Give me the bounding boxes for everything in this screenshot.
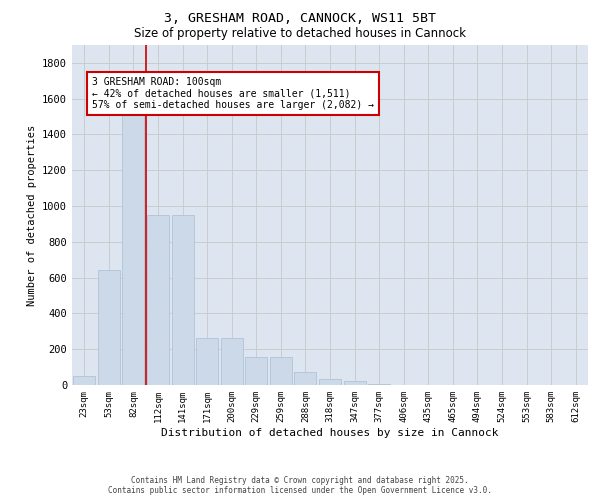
Bar xyxy=(221,338,243,385)
Text: 3, GRESHAM ROAD, CANNOCK, WS11 5BT: 3, GRESHAM ROAD, CANNOCK, WS11 5BT xyxy=(164,12,436,26)
Bar xyxy=(319,378,341,385)
Y-axis label: Number of detached properties: Number of detached properties xyxy=(26,124,37,306)
Bar xyxy=(98,270,120,385)
Text: Contains HM Land Registry data © Crown copyright and database right 2025.
Contai: Contains HM Land Registry data © Crown c… xyxy=(108,476,492,495)
Bar xyxy=(245,358,268,385)
Bar xyxy=(196,338,218,385)
Bar xyxy=(73,376,95,385)
Text: Size of property relative to detached houses in Cannock: Size of property relative to detached ho… xyxy=(134,28,466,40)
Bar xyxy=(147,215,169,385)
X-axis label: Distribution of detached houses by size in Cannock: Distribution of detached houses by size … xyxy=(161,428,499,438)
Bar xyxy=(295,372,316,385)
Text: 3 GRESHAM ROAD: 100sqm
← 42% of detached houses are smaller (1,511)
57% of semi-: 3 GRESHAM ROAD: 100sqm ← 42% of detached… xyxy=(92,77,374,110)
Bar xyxy=(344,382,365,385)
Bar xyxy=(122,115,145,385)
Bar xyxy=(270,358,292,385)
Bar xyxy=(172,215,194,385)
Bar xyxy=(368,384,390,385)
